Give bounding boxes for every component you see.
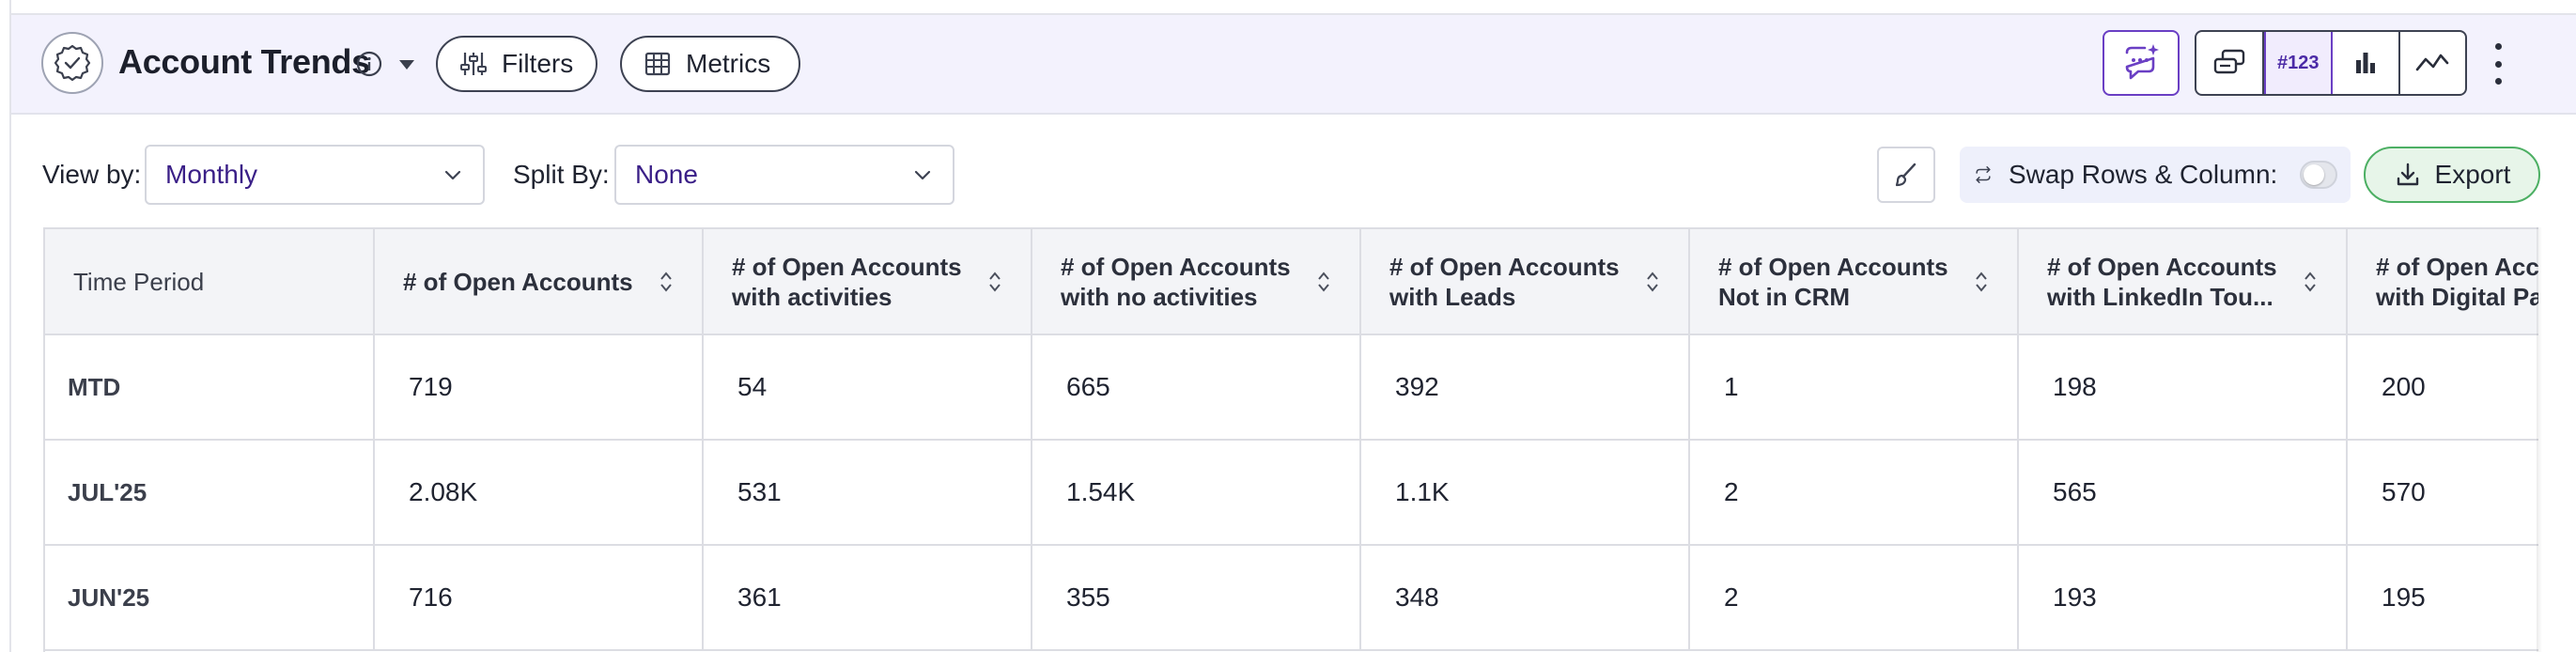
ai-chat-icon (2125, 44, 2159, 80)
bar-chart-icon (2355, 53, 2375, 73)
column-header-label: # of Open Accounts with no activities (1061, 252, 1291, 311)
data-table: Time Period # of Open Accounts # of Open… (43, 227, 2538, 652)
swap-toggle[interactable] (2300, 161, 2337, 189)
column-header-not-in-crm[interactable]: # of Open Accounts Not in CRM (1689, 229, 2019, 335)
column-header-digital[interactable]: # of Open Accounts with Digital Pa (2347, 229, 2538, 335)
table-cell-period: MTD (45, 334, 375, 441)
table-cell: 392 (1360, 334, 1690, 441)
table-cell: 570 (2347, 440, 2538, 546)
table-row[interactable]: MTD 719 54 665 392 1 198 200 (45, 334, 2538, 441)
sort-icon[interactable] (659, 270, 674, 294)
swap-arrows-icon (1976, 166, 1991, 183)
caret-down-icon[interactable] (396, 57, 417, 72)
sort-icon[interactable] (2303, 270, 2318, 294)
table-row[interactable]: JUN'25 716 361 355 348 2 193 195 (45, 545, 2538, 651)
table-cell: 2 (1689, 440, 2019, 546)
chevron-down-icon (914, 170, 931, 180)
swap-rows-columns: Swap Rows & Column: (1960, 147, 2351, 203)
table-cell: 1.54K (1032, 440, 1361, 546)
split-by-value: None (635, 160, 698, 189)
info-icon[interactable] (355, 50, 383, 78)
column-header-with-leads[interactable]: # of Open Accounts with Leads (1360, 229, 1690, 335)
line-chart-icon (2415, 54, 2449, 71)
table-cell: 1 (1689, 334, 2019, 441)
column-header-linkedin[interactable]: # of Open Accounts with LinkedIn Tou... (2018, 229, 2348, 335)
table-grid-icon (644, 52, 671, 76)
sort-icon[interactable] (1316, 270, 1331, 294)
table-cell: 716 (374, 545, 704, 651)
table-cell: 719 (374, 334, 704, 441)
table-cell: 198 (2018, 334, 2348, 441)
sliders-icon (460, 53, 487, 75)
chevron-down-icon (444, 170, 461, 180)
column-header-label: # of Open Accounts with LinkedIn Tou... (2047, 252, 2277, 311)
page-frame: Account Trends Filters (9, 0, 2576, 652)
metrics-button[interactable]: Metrics (620, 36, 800, 92)
table-cell: 195 (2347, 545, 2538, 651)
table-cell-period: JUN'25 (45, 545, 375, 651)
table-cell: 200 (2347, 334, 2538, 441)
column-header-label: # of Open Accounts with Digital Pa (2376, 252, 2538, 311)
cards-icon (2213, 49, 2244, 74)
badge-check-icon (41, 32, 103, 94)
table-cell: 361 (703, 545, 1032, 651)
view-by-select[interactable]: Monthly (145, 145, 485, 205)
view-by-value: Monthly (165, 160, 258, 189)
column-header-with-activities[interactable]: # of Open Accounts with activities (703, 229, 1032, 335)
column-header-label: # of Open Accounts Not in CRM (1718, 252, 1948, 311)
page-title: Account Trends (118, 42, 370, 81)
table-header-row: Time Period # of Open Accounts # of Open… (45, 229, 2538, 335)
split-by-select[interactable]: None (614, 145, 954, 205)
ai-chat-button[interactable] (2103, 30, 2180, 96)
table-cell: 2.08K (374, 440, 704, 546)
brush-icon (1895, 163, 1916, 187)
view-number-button[interactable]: #123 (2263, 32, 2333, 94)
sort-icon[interactable] (987, 270, 1002, 294)
table-row[interactable]: JUL'25 2.08K 531 1.54K 1.1K 2 565 570 (45, 440, 2538, 546)
table-cell-period: JUL'25 (45, 440, 375, 546)
metrics-label: Metrics (686, 49, 771, 78)
column-header-open-accounts[interactable]: # of Open Accounts (374, 229, 704, 335)
export-label: Export (2434, 160, 2511, 189)
table-cell: 193 (2018, 545, 2348, 651)
swap-label: Swap Rows & Column: (2008, 160, 2278, 189)
table-cell: 1.1K (1360, 440, 1690, 546)
column-header-label: Time Period (73, 267, 205, 296)
table-cell: 348 (1360, 545, 1690, 651)
filters-label: Filters (502, 49, 574, 78)
split-by-label: Split By: (513, 160, 610, 189)
table-cell: 565 (2018, 440, 2348, 546)
table-cell: 355 (1032, 545, 1361, 651)
column-header-label: # of Open Accounts with Leads (1389, 252, 1620, 311)
table-cell: 54 (703, 334, 1032, 441)
column-header-label: # of Open Accounts with activities (732, 252, 962, 311)
table-cell: 2 (1689, 545, 2019, 651)
widget-header: Account Trends Filters (11, 15, 2576, 115)
scroll-shadow (2537, 227, 2542, 652)
column-header-label: # of Open Accounts (403, 267, 633, 296)
view-bar-chart-button[interactable] (2333, 32, 2400, 94)
top-strip (11, 0, 2576, 15)
view-mode-group: #123 (2195, 30, 2467, 96)
format-brush-button[interactable] (1877, 147, 1935, 203)
column-header-time-period[interactable]: Time Period (45, 229, 375, 335)
view-by-label: View by: (42, 160, 142, 189)
sort-icon[interactable] (1645, 270, 1660, 294)
table-cell: 665 (1032, 334, 1361, 441)
more-options-icon[interactable] (2491, 43, 2505, 85)
view-line-chart-button[interactable] (2400, 32, 2466, 94)
view-card-button[interactable] (2196, 32, 2264, 94)
table-cell: 531 (703, 440, 1032, 546)
filters-button[interactable]: Filters (436, 36, 597, 92)
column-header-no-activities[interactable]: # of Open Accounts with no activities (1032, 229, 1361, 335)
sort-icon[interactable] (1974, 270, 1989, 294)
number-view-label: #123 (2277, 52, 2320, 73)
export-button[interactable]: Export (2364, 147, 2540, 203)
download-icon (2397, 163, 2418, 186)
